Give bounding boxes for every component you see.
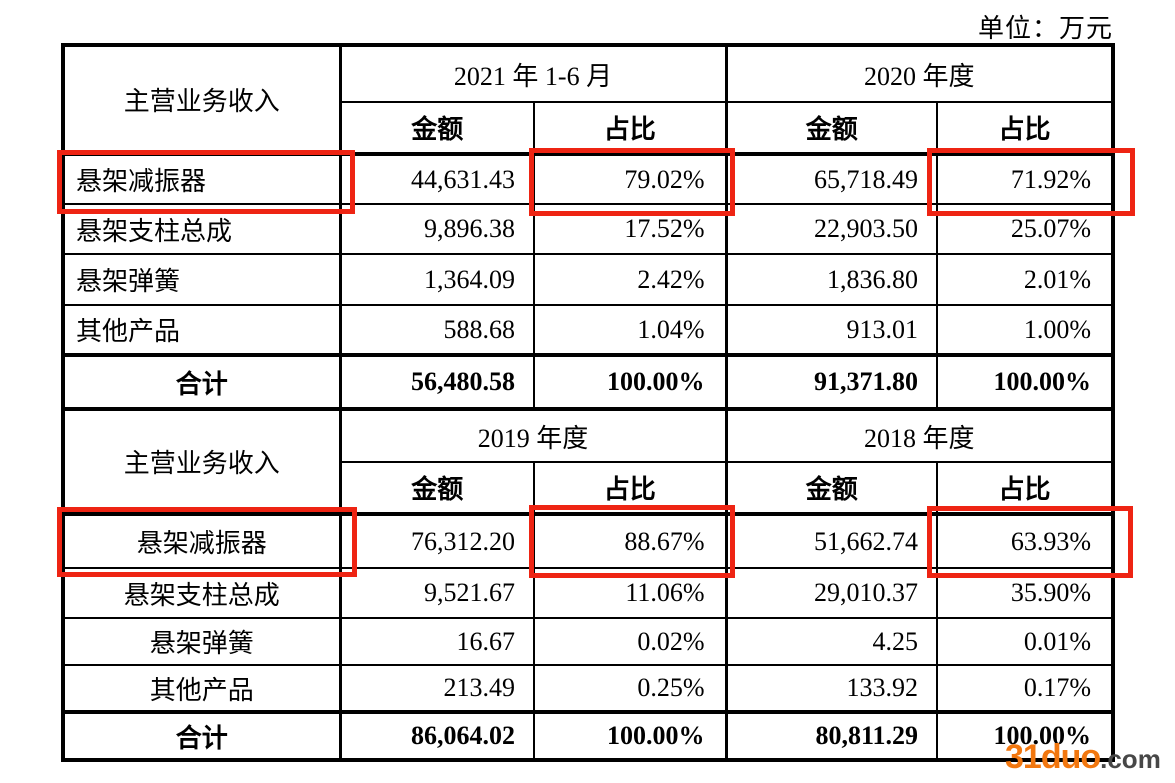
table-row: 悬架弹簧 1,364.09 2.42% 1,836.80 2.01% (62, 253, 1115, 306)
row-label: 悬架支柱总成 (62, 203, 341, 255)
table-row: 其他产品 213.49 0.25% 133.92 0.17% (62, 664, 1115, 713)
header-period-2020: 2020 年度 (724, 44, 1115, 103)
pct-cell: 100.00% (936, 353, 1115, 410)
table-row: 悬架减振器 76,312.20 88.67% 51,662.74 63.93% (62, 513, 1115, 569)
pct-cell: 100.00% (532, 710, 728, 761)
subheader-amount: 金额 (338, 101, 535, 156)
subheader-amount: 金额 (724, 461, 939, 516)
amount-cell: 86,064.02 (338, 710, 535, 761)
amount-cell: 65,718.49 (724, 153, 939, 205)
pct-cell: 88.67% (532, 513, 728, 569)
amount-cell: 133.92 (724, 664, 939, 713)
table-row: 悬架弹簧 16.67 0.02% 4.25 0.01% (62, 617, 1115, 666)
pct-cell: 0.01% (936, 617, 1115, 666)
amount-cell: 1,364.09 (338, 253, 535, 306)
pct-cell: 2.01% (936, 253, 1115, 306)
row-label: 悬架弹簧 (62, 253, 341, 306)
table-row: 悬架减振器 44,631.43 79.02% 65,718.49 71.92% (62, 153, 1115, 205)
total-label: 合计 (62, 710, 341, 761)
pct-cell: 63.93% (936, 513, 1115, 569)
unit-label: 单位：万元 (977, 14, 1113, 43)
watermark-suffix: .com (1100, 744, 1161, 774)
total-row: 合计 56,480.58 100.00% 91,371.80 100.00% (62, 353, 1115, 410)
header-period-2021h1: 2021 年 1-6 月 (338, 44, 728, 103)
row-label: 悬架减振器 (62, 513, 341, 569)
header-period-2019: 2019 年度 (338, 407, 728, 463)
pct-cell: 71.92% (936, 153, 1115, 205)
amount-cell: 213.49 (338, 664, 535, 713)
subheader-ratio: 占比 (936, 101, 1115, 156)
amount-cell: 51,662.74 (724, 513, 939, 569)
row-label: 悬架支柱总成 (62, 567, 341, 619)
pct-cell: 2.42% (532, 253, 728, 306)
header-main-revenue-2: 主营业务收入 (62, 407, 341, 516)
watermark: 31duo.com (1005, 740, 1161, 774)
amount-cell: 56,480.58 (338, 353, 535, 410)
pct-cell: 11.06% (532, 567, 728, 619)
table-row: 悬架支柱总成 9,521.67 11.06% 29,010.37 35.90% (62, 567, 1115, 619)
amount-cell: 4.25 (724, 617, 939, 666)
subheader-ratio: 占比 (532, 461, 728, 516)
pct-cell: 35.90% (936, 567, 1115, 619)
subheader-amount: 金额 (338, 461, 535, 516)
row-label: 其他产品 (62, 664, 341, 713)
pct-cell: 0.25% (532, 664, 728, 713)
pct-cell: 1.04% (532, 304, 728, 356)
amount-cell: 91,371.80 (724, 353, 939, 410)
table-row: 悬架支柱总成 9,896.38 17.52% 22,903.50 25.07% (62, 203, 1115, 255)
watermark-brand: 31duo (1005, 738, 1101, 776)
subheader-ratio: 占比 (532, 101, 728, 156)
header-period-2018: 2018 年度 (724, 407, 1115, 463)
amount-cell: 913.01 (724, 304, 939, 356)
row-label: 其他产品 (62, 304, 341, 356)
amount-cell: 44,631.43 (338, 153, 535, 205)
amount-cell: 588.68 (338, 304, 535, 356)
subheader-ratio: 占比 (936, 461, 1115, 516)
pct-cell: 25.07% (936, 203, 1115, 255)
total-row: 合计 86,064.02 100.00% 80,811.29 100.00% (62, 710, 1115, 761)
revenue-table: 主营业务收入 2021 年 1-6 月 2020 年度 金额 占比 金额 占比 … (61, 43, 1116, 762)
pct-cell: 0.17% (936, 664, 1115, 713)
pct-cell: 100.00% (532, 353, 728, 410)
pct-cell: 17.52% (532, 203, 728, 255)
amount-cell: 22,903.50 (724, 203, 939, 255)
subheader-amount: 金额 (724, 101, 939, 156)
pct-cell: 100.00% (936, 710, 1115, 761)
amount-cell: 16.67 (338, 617, 535, 666)
pct-cell: 0.02% (532, 617, 728, 666)
amount-cell: 76,312.20 (338, 513, 535, 569)
pct-cell: 79.02% (532, 153, 728, 205)
amount-cell: 9,521.67 (338, 567, 535, 619)
amount-cell: 80,811.29 (724, 710, 939, 761)
header-main-revenue-1: 主营业务收入 (62, 44, 341, 156)
amount-cell: 29,010.37 (724, 567, 939, 619)
row-label: 悬架减振器 (62, 153, 341, 205)
row-label: 悬架弹簧 (62, 617, 341, 666)
amount-cell: 9,896.38 (338, 203, 535, 255)
table-row: 其他产品 588.68 1.04% 913.01 1.00% (62, 304, 1115, 356)
pct-cell: 1.00% (936, 304, 1115, 356)
amount-cell: 1,836.80 (724, 253, 939, 306)
total-label: 合计 (62, 353, 341, 410)
